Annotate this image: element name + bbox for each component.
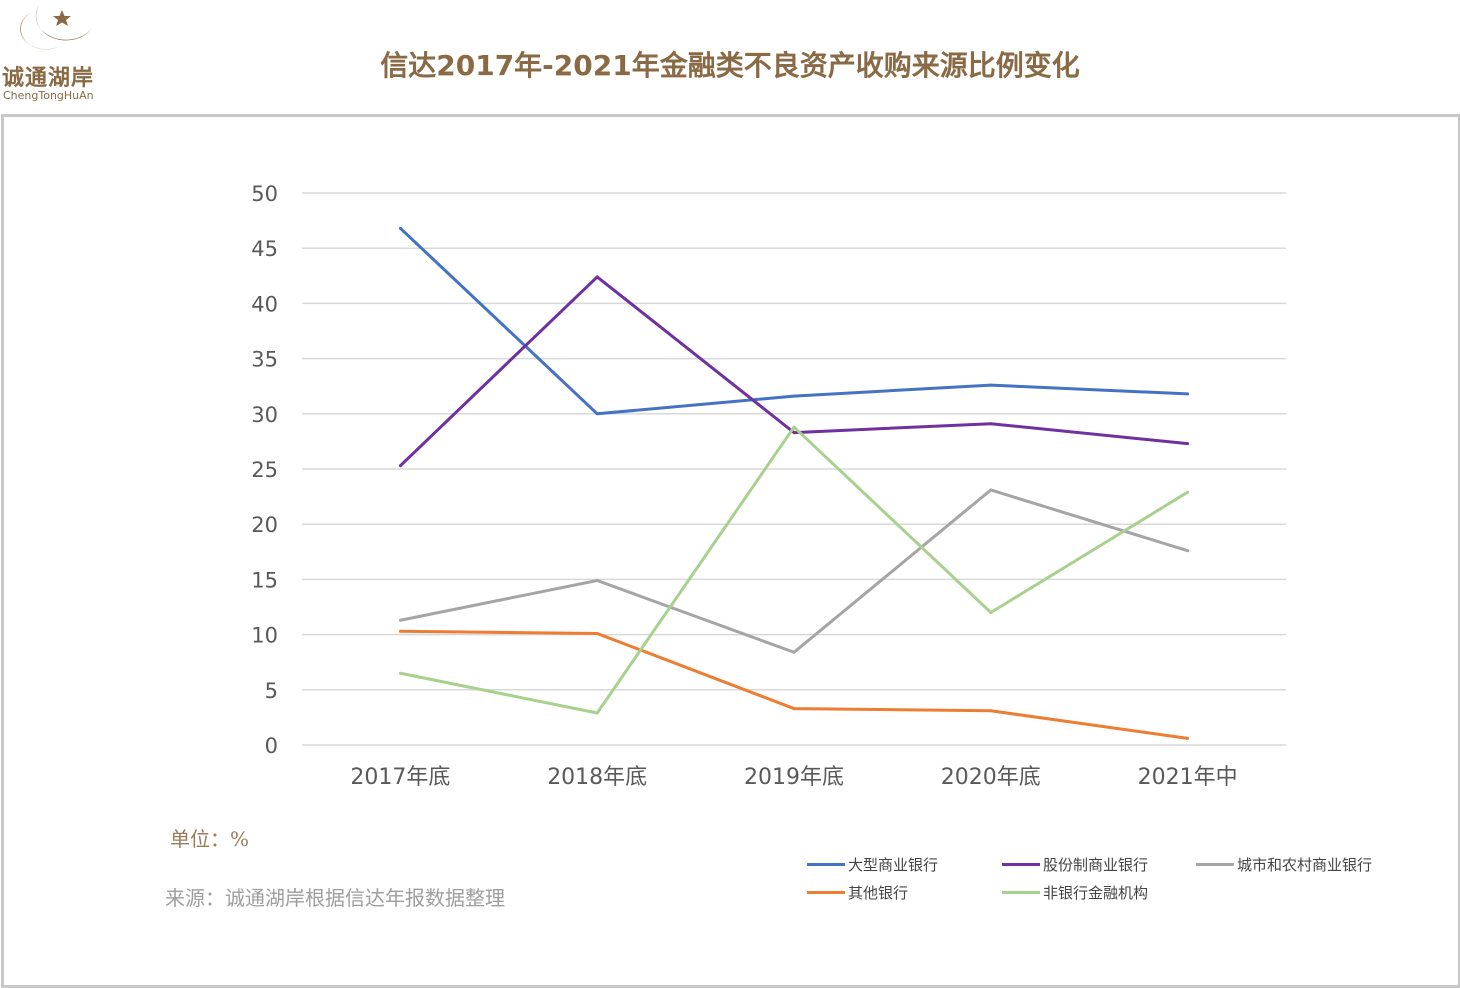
data-point: [1186, 442, 1190, 446]
series-line-3: [400, 629, 1188, 740]
data-point: [1186, 392, 1190, 396]
data-point: [1186, 736, 1190, 740]
y-tick-label: 30: [251, 403, 278, 427]
data-point: [595, 631, 599, 635]
y-tick-label: 25: [251, 458, 278, 482]
data-point: [792, 425, 796, 429]
data-point: [595, 275, 599, 279]
legend-swatch: [1002, 890, 1040, 894]
x-tick-label: 2021年中: [1138, 765, 1238, 790]
y-tick-label: 50: [251, 182, 278, 206]
y-tick-label: 15: [251, 568, 278, 592]
x-tick-label: 2017年底: [350, 765, 450, 790]
y-tick-label: 20: [251, 513, 278, 537]
data-point: [398, 629, 402, 633]
x-axis-ticks: 2017年底 2018年底 2019年底 2020年底 2021年中: [350, 765, 1237, 790]
data-point: [398, 671, 402, 675]
y-tick-label: 5: [265, 679, 278, 703]
y-tick-label: 10: [251, 624, 278, 648]
data-point: [595, 412, 599, 416]
page-title: 信达2017年-2021年金融类不良资产收购来源比例变化: [380, 49, 1080, 82]
x-tick-label: 2020年底: [941, 765, 1041, 790]
legend-label: 城市和农村商业银行: [1237, 855, 1373, 874]
series-line-2: [400, 488, 1189, 654]
data-point: [792, 650, 796, 654]
y-tick-label: 45: [251, 237, 278, 261]
x-tick-label: 2019年底: [744, 765, 844, 790]
data-point: [792, 394, 796, 398]
data-point: [989, 488, 993, 492]
y-tick-label: 40: [251, 292, 278, 316]
unit-note: 单位：%: [170, 827, 250, 851]
logo-crescent-icon: [20, 4, 92, 50]
data-point: [989, 611, 993, 615]
legend-item: 城市和农村商业银行: [1196, 854, 1372, 874]
data-point: [989, 709, 993, 713]
data-point: [792, 431, 796, 435]
data-point: [989, 422, 993, 426]
data-point: [595, 711, 599, 715]
x-tick-label: 2018年底: [547, 765, 647, 790]
legend-swatch: [1196, 862, 1234, 866]
y-axis-ticks: 0 5 10 15 20 25 30 35 40 45 50: [251, 182, 278, 758]
grid-lines: [302, 192, 1286, 746]
legend-item: 大型商业银行: [807, 854, 938, 874]
legend-item: 非银行金融机构: [1002, 882, 1148, 902]
logo: 诚通湖岸 ChengTongHuAn: [0, 0, 120, 110]
legend-label: 股份制商业银行: [1043, 855, 1149, 874]
data-point: [398, 618, 402, 622]
data-point: [1186, 549, 1190, 553]
series-line-4: [400, 425, 1189, 715]
logo-subtitle: ChengTongHuAn: [3, 89, 94, 102]
logo-name: 诚通湖岸: [2, 66, 95, 91]
series-lines: [398, 226, 1190, 740]
series-line-1: [399, 275, 1188, 467]
legend-label: 非银行金融机构: [1043, 883, 1149, 902]
data-point: [989, 383, 993, 387]
data-point: [1186, 490, 1190, 494]
y-tick-label: 0: [265, 734, 278, 758]
legend-swatch: [1002, 862, 1040, 866]
y-tick-label: 35: [251, 348, 278, 372]
legend-item: 股份制商业银行: [1002, 854, 1148, 874]
data-point: [398, 464, 402, 468]
data-point: [398, 226, 402, 230]
legend-swatch: [807, 890, 845, 894]
data-point: [595, 579, 599, 583]
legend-label: 大型商业银行: [848, 855, 939, 874]
source-note: 来源：诚通湖岸根据信达年报数据整理: [165, 886, 505, 910]
legend-swatch: [807, 862, 845, 866]
series-line-0: [399, 227, 1188, 416]
legend-label: 其他银行: [848, 883, 909, 902]
legend-item: 其他银行: [807, 882, 908, 902]
data-point: [792, 707, 796, 711]
